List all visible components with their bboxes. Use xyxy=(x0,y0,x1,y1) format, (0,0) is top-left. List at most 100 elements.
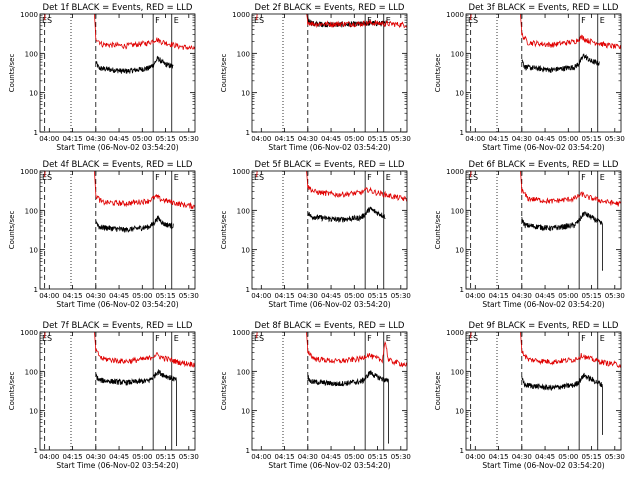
x-tick-label: 04:30 xyxy=(298,292,318,300)
y-tick-label: 100 xyxy=(25,207,38,215)
x-tick-label: 05:15 xyxy=(581,453,601,461)
marker-label-es: ES xyxy=(254,334,264,343)
x-tick-label: 04:00 xyxy=(465,453,485,461)
plot-frame xyxy=(39,13,196,133)
y-tick-label: 1000 xyxy=(446,329,464,337)
x-tick-label: 04:00 xyxy=(39,453,59,461)
x-tick-label: 05:15 xyxy=(581,292,601,300)
x-tick-label: 05:00 xyxy=(344,453,364,461)
marker-label-es: ES xyxy=(42,16,52,25)
x-tick-label: 05:30 xyxy=(391,453,411,461)
x-axis-label: Start Time (06-Nov-02 03:54:20) xyxy=(56,300,178,309)
x-tick-label: 05:30 xyxy=(605,135,625,143)
marker-label-es: ES xyxy=(254,16,264,25)
x-tick-label: 04:30 xyxy=(86,453,106,461)
x-tick-label: 04:15 xyxy=(62,292,82,300)
marker-label-f: F xyxy=(581,173,586,182)
panel-9: Det 9f BLACK = Events, RED = LLD Counts/s… xyxy=(434,321,625,470)
y-axis-label: Counts/sec xyxy=(8,372,16,411)
y-tick-label: 1 xyxy=(460,129,464,137)
x-tick-label: 05:30 xyxy=(179,292,199,300)
x-tick-label: 05:30 xyxy=(391,292,411,300)
x-tick-label: 04:00 xyxy=(465,292,485,300)
x-tick-label: 04:45 xyxy=(109,135,129,143)
x-tick-label: 05:15 xyxy=(581,135,601,143)
y-tick-label: 10 xyxy=(29,247,38,255)
y-axis-label: Counts/sec xyxy=(8,211,16,250)
marker-label-e: E xyxy=(174,16,179,25)
x-axis-label: Start Time (06-Nov-02 03:54:20) xyxy=(482,461,604,470)
x-tick-label: 04:45 xyxy=(535,135,555,143)
x-tick-label: 05:00 xyxy=(558,453,578,461)
events-series-line xyxy=(307,370,389,444)
y-axis-label: Counts/sec xyxy=(220,54,228,93)
x-tick-label: 04:45 xyxy=(109,292,129,300)
panel-7: Det 7f BLACK = Events, RED = LLD Counts/s… xyxy=(8,321,199,470)
marker-label-f: F xyxy=(155,173,160,182)
x-tick-label: 04:00 xyxy=(251,292,271,300)
x-tick-label: 05:00 xyxy=(132,292,152,300)
x-tick-label: 04:15 xyxy=(274,135,294,143)
panel-5: Det 5f BLACK = Events, RED = LLD Counts/s… xyxy=(220,160,411,309)
x-tick-label: 04:30 xyxy=(512,135,532,143)
marker-label-es: ES xyxy=(254,173,264,182)
plot-frame xyxy=(465,331,622,451)
events-series-line xyxy=(307,206,386,223)
lld-series-line xyxy=(470,171,621,207)
x-tick-label: 04:15 xyxy=(62,453,82,461)
marker-label-e: E xyxy=(600,16,605,25)
x-axis-label: Start Time (06-Nov-02 03:54:20) xyxy=(482,143,604,152)
x-tick-label: 04:00 xyxy=(465,135,485,143)
y-tick-label: 1000 xyxy=(232,11,250,19)
panel-8: Det 8f BLACK = Events, RED = LLD Counts/s… xyxy=(220,321,411,470)
x-axis-label: Start Time (06-Nov-02 03:54:20) xyxy=(482,300,604,309)
x-tick-label: 05:15 xyxy=(367,135,387,143)
plot-frame xyxy=(251,13,408,133)
y-axis-label: Counts/sec xyxy=(434,211,442,250)
events-series-line xyxy=(307,17,386,28)
x-tick-label: 04:15 xyxy=(488,292,508,300)
x-tick-label: 04:45 xyxy=(535,292,555,300)
marker-label-f: F xyxy=(367,173,372,182)
panel-title: Det 1f BLACK = Events, RED = LLD xyxy=(43,3,193,13)
panel-2: Det 2f BLACK = Events, RED = LLD Counts/s… xyxy=(220,3,411,152)
events-series-line xyxy=(521,210,603,271)
marker-label-f: F xyxy=(155,16,160,25)
x-tick-label: 04:00 xyxy=(251,135,271,143)
y-tick-label: 1 xyxy=(246,286,250,294)
panel-title: Det 2f BLACK = Events, RED = LLD xyxy=(255,3,405,13)
y-axis-label: Counts/sec xyxy=(434,54,442,93)
y-tick-label: 10 xyxy=(241,90,250,98)
panel-4: Det 4f BLACK = Events, RED = LLD Counts/s… xyxy=(8,160,199,309)
y-tick-label: 1000 xyxy=(446,11,464,19)
x-tick-label: 04:30 xyxy=(512,292,532,300)
panel-title: Det 6f BLACK = Events, RED = LLD xyxy=(469,160,619,170)
marker-label-f: F xyxy=(155,334,160,343)
marker-label-es: ES xyxy=(468,334,478,343)
x-tick-label: 05:15 xyxy=(367,292,387,300)
x-tick-label: 05:00 xyxy=(558,292,578,300)
lld-series-line xyxy=(44,332,195,368)
y-tick-label: 100 xyxy=(451,368,464,376)
y-tick-label: 10 xyxy=(241,247,250,255)
x-tick-label: 05:15 xyxy=(367,453,387,461)
lld-series-line xyxy=(470,332,621,369)
x-tick-label: 05:00 xyxy=(132,453,152,461)
events-series-line xyxy=(521,53,600,73)
y-tick-label: 1 xyxy=(34,447,38,455)
y-tick-label: 100 xyxy=(237,368,250,376)
x-tick-label: 04:45 xyxy=(321,292,341,300)
panel-title: Det 8f BLACK = Events, RED = LLD xyxy=(255,321,405,331)
panel-title: Det 9f BLACK = Events, RED = LLD xyxy=(469,321,619,331)
panel-1: Det 1f BLACK = Events, RED = LLD Counts/s… xyxy=(8,3,199,152)
y-tick-label: 100 xyxy=(451,207,464,215)
x-tick-label: 05:30 xyxy=(391,135,411,143)
x-tick-label: 04:30 xyxy=(86,292,106,300)
y-axis-label: Counts/sec xyxy=(434,372,442,411)
y-tick-label: 1 xyxy=(246,447,250,455)
events-series-line xyxy=(95,215,174,233)
y-tick-label: 10 xyxy=(241,408,250,416)
marker-label-e: E xyxy=(386,334,391,343)
x-tick-label: 05:00 xyxy=(132,135,152,143)
